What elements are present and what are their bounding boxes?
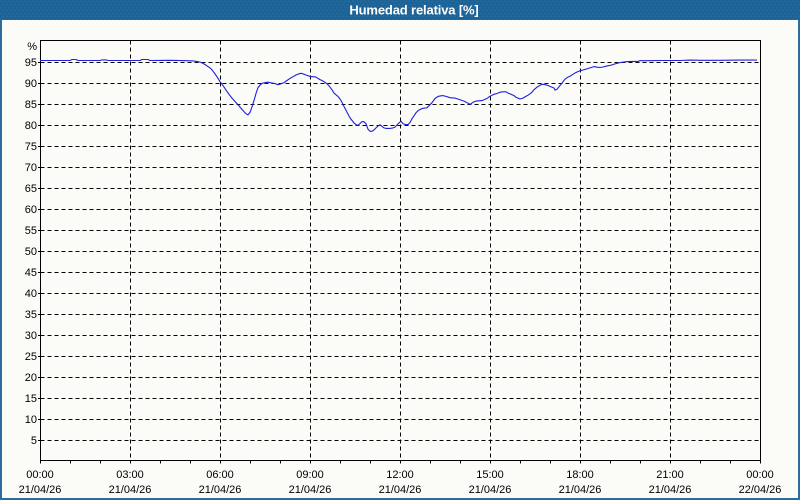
svg-text:21/04/26: 21/04/26 bbox=[199, 484, 242, 496]
svg-text:60: 60 bbox=[25, 204, 37, 216]
svg-text:55: 55 bbox=[25, 225, 37, 237]
svg-text:10: 10 bbox=[25, 414, 37, 426]
svg-text:12:00: 12:00 bbox=[386, 469, 414, 481]
svg-text:70: 70 bbox=[25, 162, 37, 174]
svg-text:18:00: 18:00 bbox=[566, 469, 594, 481]
svg-text:21/04/26: 21/04/26 bbox=[649, 484, 692, 496]
svg-text:25: 25 bbox=[25, 351, 37, 363]
svg-text:21:00: 21:00 bbox=[656, 469, 684, 481]
svg-text:09:00: 09:00 bbox=[296, 469, 324, 481]
svg-text:95: 95 bbox=[25, 57, 37, 69]
svg-text:35: 35 bbox=[25, 309, 37, 321]
svg-text:21/04/26: 21/04/26 bbox=[379, 484, 422, 496]
svg-text:21/04/26: 21/04/26 bbox=[289, 484, 332, 496]
svg-text:40: 40 bbox=[25, 288, 37, 300]
svg-text:21/04/26: 21/04/26 bbox=[559, 484, 602, 496]
svg-text:50: 50 bbox=[25, 246, 37, 258]
svg-text:03:00: 03:00 bbox=[116, 469, 144, 481]
svg-text:90: 90 bbox=[25, 78, 37, 90]
svg-text:30: 30 bbox=[25, 330, 37, 342]
svg-text:22/04/26: 22/04/26 bbox=[739, 484, 782, 496]
svg-text:80: 80 bbox=[25, 120, 37, 132]
svg-text:06:00: 06:00 bbox=[206, 469, 234, 481]
svg-text:45: 45 bbox=[25, 267, 37, 279]
svg-text:15: 15 bbox=[25, 393, 37, 405]
svg-text:21/04/26: 21/04/26 bbox=[469, 484, 512, 496]
svg-text:21/04/26: 21/04/26 bbox=[109, 484, 152, 496]
svg-text:%: % bbox=[27, 41, 37, 53]
svg-text:21/04/26: 21/04/26 bbox=[19, 484, 62, 496]
svg-text:5: 5 bbox=[31, 435, 37, 447]
svg-text:Humedad relativa [%]: Humedad relativa [%] bbox=[349, 2, 478, 17]
svg-text:00:00: 00:00 bbox=[746, 469, 774, 481]
svg-text:75: 75 bbox=[25, 141, 37, 153]
svg-text:65: 65 bbox=[25, 183, 37, 195]
svg-text:00:00: 00:00 bbox=[26, 469, 54, 481]
svg-text:15:00: 15:00 bbox=[476, 469, 504, 481]
svg-text:20: 20 bbox=[25, 372, 37, 384]
svg-text:85: 85 bbox=[25, 99, 37, 111]
